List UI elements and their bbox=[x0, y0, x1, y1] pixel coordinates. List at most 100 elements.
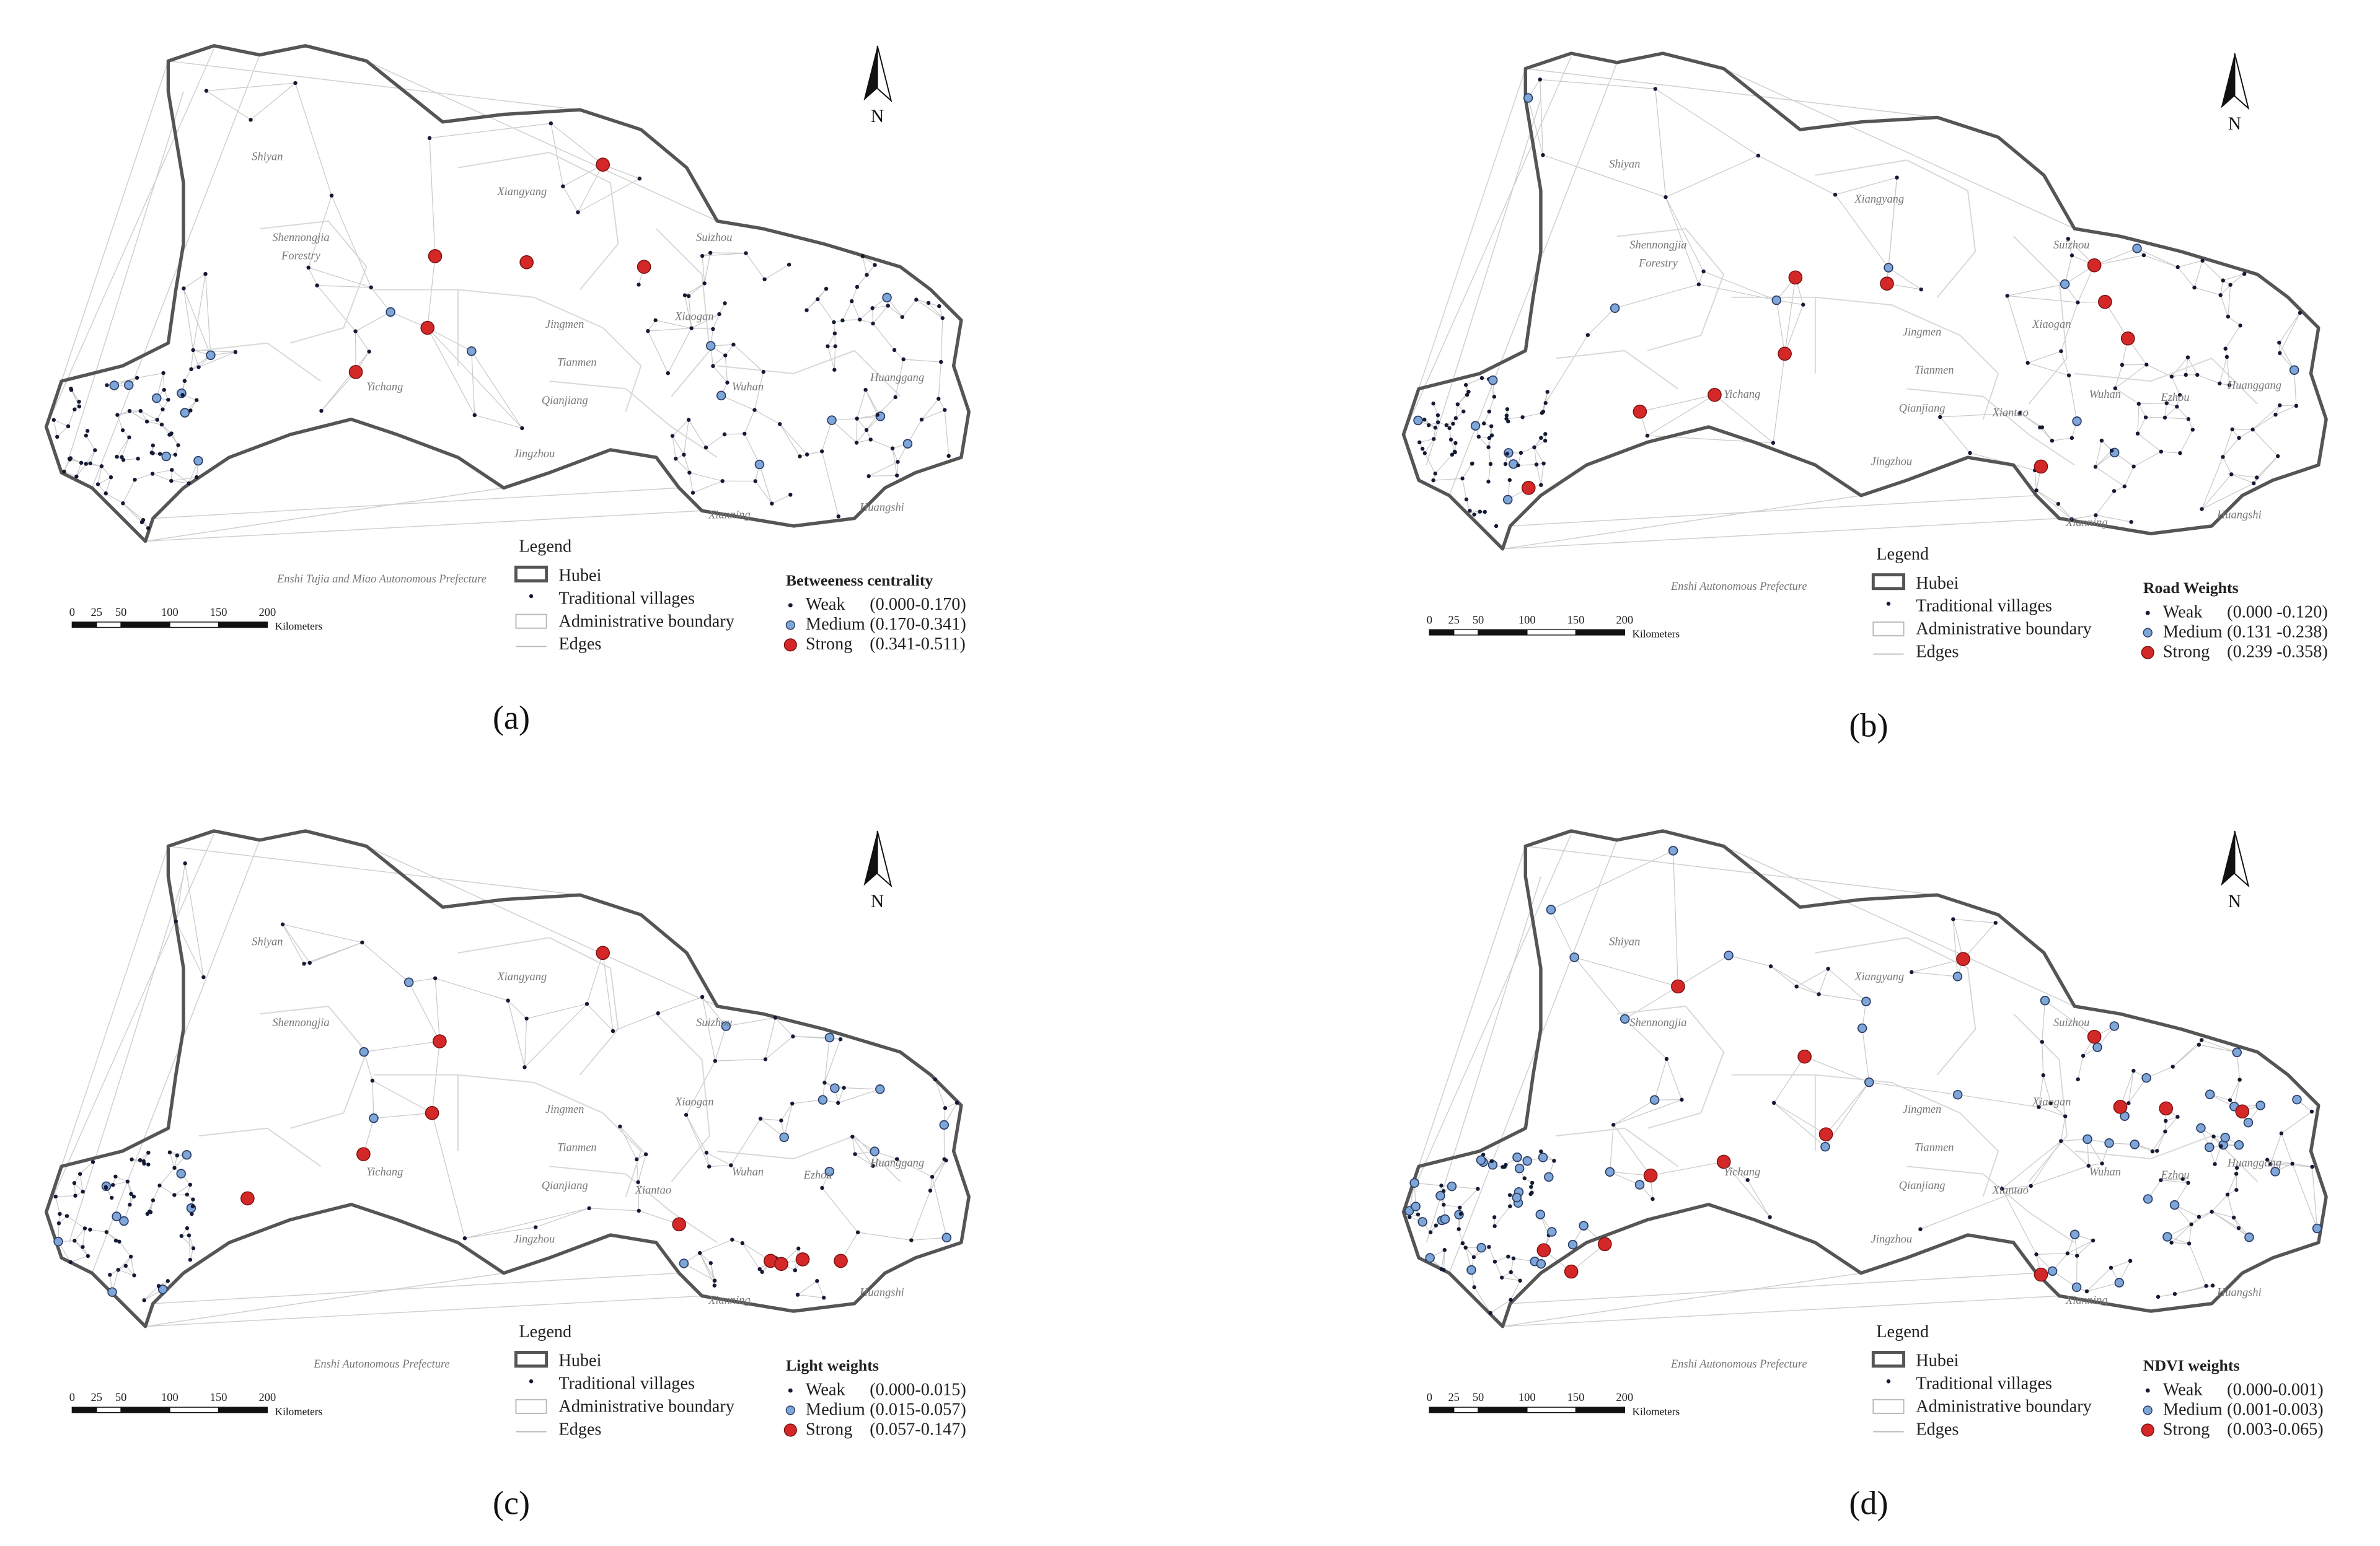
village-weak bbox=[2211, 1134, 2216, 1139]
village-weak bbox=[2175, 1115, 2180, 1119]
edge bbox=[2164, 1117, 2178, 1132]
village-medium bbox=[1634, 1180, 1645, 1190]
edge bbox=[1624, 986, 1678, 1019]
village-weak bbox=[1508, 1204, 1512, 1208]
village-weak bbox=[833, 344, 837, 349]
village-weak bbox=[1461, 409, 1466, 414]
village-medium bbox=[1620, 1014, 1630, 1024]
place-label: Tianmen bbox=[557, 356, 597, 369]
edge bbox=[589, 1208, 639, 1211]
village-weak bbox=[73, 407, 77, 411]
edge bbox=[1861, 1028, 1870, 1083]
village-weak bbox=[711, 364, 715, 368]
scale-unit: Kilometers bbox=[275, 1405, 323, 1417]
legend-village-swatch bbox=[1886, 1379, 1891, 1384]
edge bbox=[1714, 394, 1774, 444]
edge bbox=[699, 1252, 712, 1263]
edge bbox=[1502, 517, 2060, 550]
village-weak bbox=[73, 1239, 77, 1243]
edge bbox=[2311, 1166, 2318, 1229]
legend-class-range: (0.000 -0.120) bbox=[2227, 603, 2328, 622]
village-weak bbox=[713, 1058, 718, 1063]
village-medium bbox=[1522, 1156, 1532, 1166]
village-weak bbox=[1826, 967, 1830, 971]
edge bbox=[725, 355, 728, 383]
edge bbox=[364, 1040, 440, 1053]
place-label: Shiyan bbox=[1609, 158, 1640, 170]
village-weak bbox=[133, 477, 137, 482]
legend-class-name: Strong bbox=[2163, 642, 2210, 661]
edge bbox=[2185, 357, 2188, 376]
village-medium bbox=[1857, 1023, 1867, 1034]
village-weak bbox=[189, 367, 193, 372]
village-weak bbox=[146, 1162, 151, 1167]
edge bbox=[1647, 394, 1715, 436]
edge bbox=[2227, 1194, 2234, 1218]
edge bbox=[2088, 1163, 2102, 1167]
edge bbox=[1888, 267, 1922, 290]
scale-unit: Kilometers bbox=[1633, 628, 1680, 640]
edge bbox=[2143, 255, 2178, 268]
village-weak bbox=[138, 408, 143, 413]
village-weak bbox=[1951, 917, 1955, 921]
village-weak bbox=[894, 1157, 899, 1161]
village-weak bbox=[173, 452, 178, 457]
village-weak bbox=[777, 422, 782, 426]
village-weak bbox=[858, 317, 862, 322]
legend-class-swatch bbox=[783, 638, 797, 652]
edge bbox=[1678, 955, 1729, 987]
edge bbox=[2239, 429, 2253, 439]
village-weak bbox=[99, 464, 104, 468]
place-label: Wuhan bbox=[732, 1166, 764, 1178]
edge bbox=[764, 264, 790, 280]
edge bbox=[715, 1058, 766, 1061]
edge bbox=[938, 362, 941, 399]
edge bbox=[702, 252, 746, 257]
edge bbox=[171, 469, 190, 484]
edge bbox=[130, 1256, 135, 1276]
edge bbox=[145, 487, 504, 542]
edge bbox=[1624, 1018, 1667, 1060]
edge bbox=[2128, 1070, 2134, 1104]
village-weak bbox=[2221, 455, 2225, 459]
village-weak bbox=[68, 1260, 73, 1265]
village-weak bbox=[2177, 393, 2182, 397]
edge bbox=[331, 195, 372, 288]
admin-boundary bbox=[1906, 1166, 2075, 1244]
edge bbox=[2058, 503, 2073, 520]
village-weak bbox=[900, 315, 905, 319]
edge bbox=[858, 1232, 912, 1241]
edge bbox=[355, 331, 370, 352]
village-weak bbox=[826, 344, 830, 349]
village-weak bbox=[1771, 1100, 1776, 1105]
edge bbox=[190, 400, 197, 411]
village-medium bbox=[109, 380, 120, 390]
edge bbox=[844, 1087, 880, 1090]
legend-item: Administrative boundary bbox=[558, 612, 734, 631]
edge bbox=[1571, 1244, 1605, 1272]
edge bbox=[2095, 450, 2112, 467]
village-strong bbox=[1778, 346, 1792, 361]
village-weak bbox=[146, 526, 151, 530]
village-weak bbox=[1422, 418, 1427, 422]
village-weak bbox=[2309, 1109, 2314, 1114]
edge bbox=[2007, 296, 2029, 363]
village-weak bbox=[1817, 992, 1821, 996]
village-medium bbox=[180, 408, 190, 418]
edge bbox=[2193, 260, 2203, 288]
village-weak bbox=[670, 434, 675, 438]
edge bbox=[471, 351, 475, 415]
village-medium bbox=[1512, 1152, 1522, 1162]
edge bbox=[779, 423, 808, 455]
place-label: Qianjiang bbox=[1899, 402, 1946, 414]
edge bbox=[837, 1087, 845, 1104]
edge bbox=[526, 1003, 588, 1019]
village-weak bbox=[179, 1234, 183, 1238]
village-weak bbox=[708, 250, 713, 255]
legend-hubei-swatch bbox=[514, 1351, 549, 1368]
legend-item: Traditional villages bbox=[558, 1374, 695, 1394]
village-strong bbox=[596, 157, 610, 172]
village-weak bbox=[682, 293, 687, 297]
village-weak bbox=[506, 998, 510, 1003]
scale-label: 200 bbox=[259, 1391, 276, 1403]
